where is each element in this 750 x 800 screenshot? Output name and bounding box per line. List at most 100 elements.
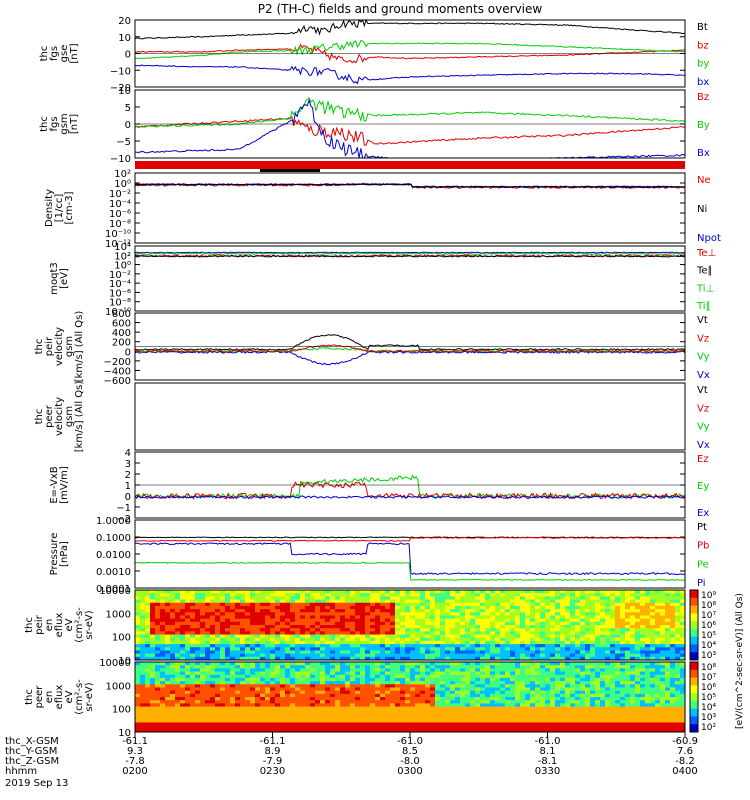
heatmap-cell [300,631,306,636]
heatmap-cell [560,662,566,666]
heatmap-cell [420,684,426,688]
heatmap-cell [440,677,446,682]
heatmap-cell [555,602,561,607]
heatmap-cell [610,687,616,692]
y-tick-label: 0 [125,347,131,358]
heatmap-cell [610,602,616,607]
heatmap-cell [320,703,326,708]
heatmap-cell [210,628,216,632]
heatmap-cell [165,719,171,723]
heatmap-cell [135,728,141,733]
heatmap-cell [175,712,181,717]
heatmap-cell [665,596,671,601]
heatmap-cell [330,681,336,685]
heatmap-cell [445,700,451,704]
heatmap-cell [255,637,261,642]
heatmap-cell [565,677,571,682]
heatmap-cell [350,650,356,655]
heatmap-cell [580,615,586,620]
heatmap-cell [455,628,461,632]
heatmap-cell [400,712,406,717]
heatmap-cell [565,590,571,594]
heatmap-cell [535,637,541,642]
heatmap-cell [315,609,321,613]
heatmap-cell [505,719,511,723]
heatmap-cell [460,602,466,607]
heatmap-cell [140,615,146,620]
heatmap-cell [445,706,451,711]
heatmap-cell [660,590,666,594]
heatmap-cell [330,631,336,636]
heatmap-cell [530,596,536,601]
heatmap-cell [245,593,251,597]
heatmap-cell [345,609,351,613]
heatmap-cell [280,653,286,658]
heatmap-cell [175,668,181,673]
heatmap-cell [395,656,401,661]
heatmap-cell [615,728,621,733]
heatmap-cell [530,674,536,679]
y-axis-label: [km/s] (All Qs) [74,381,85,453]
heatmap-cell [635,612,641,616]
heatmap-cell [585,590,591,594]
heatmap-cell [230,697,236,701]
heatmap-cell [145,628,151,632]
heatmap-cell [435,650,441,655]
heatmap-cell [200,634,206,639]
heatmap-cell [475,656,481,661]
heatmap-cell [600,687,606,692]
heatmap-cell [265,722,271,727]
heatmap-cell [235,671,241,676]
heatmap-cell [395,677,401,682]
heatmap-cell [275,662,281,666]
heatmap-cell [170,596,176,601]
y-tick-label: 0 [125,50,131,61]
heatmap-cell [470,634,476,639]
heatmap-cell [320,621,326,626]
heatmap-cell [275,665,281,669]
heatmap-cell [280,719,286,723]
heatmap-cell [495,599,501,604]
heatmap-cell [320,602,326,607]
heatmap-cell [430,725,436,730]
heatmap-cell [230,690,236,695]
heatmap-cell [260,706,266,711]
heatmap-cell [465,681,471,685]
heatmap-cell [550,716,556,720]
heatmap-cell [170,693,176,698]
heatmap-cell [280,605,286,610]
heatmap-cell [530,615,536,620]
heatmap-cell [335,693,341,698]
heatmap-cell [565,671,571,676]
heatmap-cell [365,725,371,730]
heatmap-cell [430,712,436,717]
heatmap-cell [425,650,431,655]
heatmap-cell [300,590,306,594]
heatmap-cell [385,665,391,669]
heatmap-cell [170,716,176,720]
heatmap-cell [560,605,566,610]
heatmap-cell [680,605,686,610]
heatmap-cell [640,599,646,604]
heatmap-cell [250,631,256,636]
heatmap-cell [510,656,516,661]
heatmap-cell [280,628,286,632]
heatmap-cell [205,590,211,594]
heatmap-cell [510,693,516,698]
heatmap-cell [640,677,646,682]
heatmap-cell [280,644,286,648]
heatmap-cell [430,612,436,616]
heatmap-cell [405,634,411,639]
heatmap-cell [610,662,616,666]
heatmap-cell [545,599,551,604]
heatmap-cell [490,703,496,708]
heatmap-cell [425,599,431,604]
heatmap-cell [335,640,341,645]
heatmap-cell [325,625,331,629]
heatmap-cell [650,662,656,666]
heatmap-cell [340,621,346,626]
heatmap-cell [245,615,251,620]
heatmap-cell [595,593,601,597]
heatmap-cell [465,609,471,613]
heatmap-cell [635,634,641,639]
